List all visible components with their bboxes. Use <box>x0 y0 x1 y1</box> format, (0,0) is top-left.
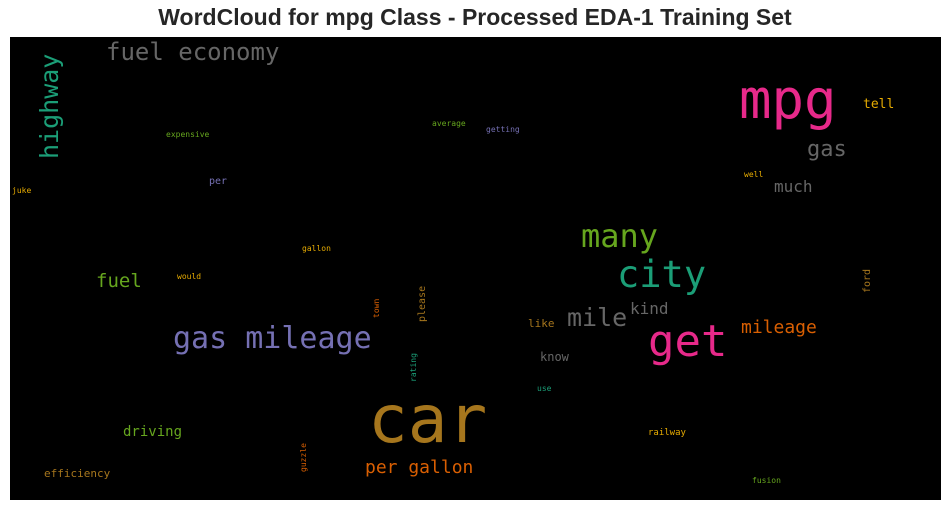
word-fuel-economy: fuel economy <box>106 38 280 66</box>
word-tell: tell <box>863 97 895 112</box>
word-mpg: mpg <box>739 68 837 131</box>
word-per: per <box>209 176 228 187</box>
word-please: please <box>417 285 428 322</box>
word-like: like <box>528 317 555 330</box>
word-per-gallon: per gallon <box>365 457 474 478</box>
word-fuel: fuel <box>96 270 142 292</box>
wordcloud-panel: car mpg get city many gas mileage fuel economy… <box>10 37 941 500</box>
word-getting: getting <box>486 125 520 134</box>
word-driving: driving <box>123 424 183 440</box>
word-town: town <box>372 298 381 318</box>
word-gallon: gallon <box>302 244 331 253</box>
word-city: city <box>617 253 707 296</box>
word-kind: kind <box>630 299 669 318</box>
word-rating: rating <box>409 353 418 382</box>
word-fusion: fusion <box>752 476 781 485</box>
word-well: well <box>744 170 764 179</box>
word-average: average <box>432 119 466 128</box>
chart-title: WordCloud for mpg Class - Processed EDA-… <box>158 4 792 30</box>
word-efficiency: efficiency <box>44 467 111 480</box>
word-car: car <box>368 381 488 458</box>
word-guzzle: guzzle <box>299 443 308 472</box>
word-railway: railway <box>648 428 686 438</box>
word-get: get <box>648 316 728 367</box>
word-would: would <box>177 272 202 281</box>
word-gas: gas <box>807 137 847 162</box>
word-expensive: expensive <box>166 130 210 139</box>
word-highway: highway <box>35 53 64 159</box>
word-many: many <box>581 217 659 255</box>
word-mile: mile <box>567 303 628 332</box>
word-juke: juke <box>12 186 32 195</box>
word-ford: ford <box>862 268 873 293</box>
word-mileage: mileage <box>741 317 817 338</box>
word-gas-mileage: gas mileage <box>173 321 372 356</box>
word-use: use <box>537 384 552 393</box>
word-know: know <box>540 350 569 364</box>
word-much: much <box>774 177 813 196</box>
